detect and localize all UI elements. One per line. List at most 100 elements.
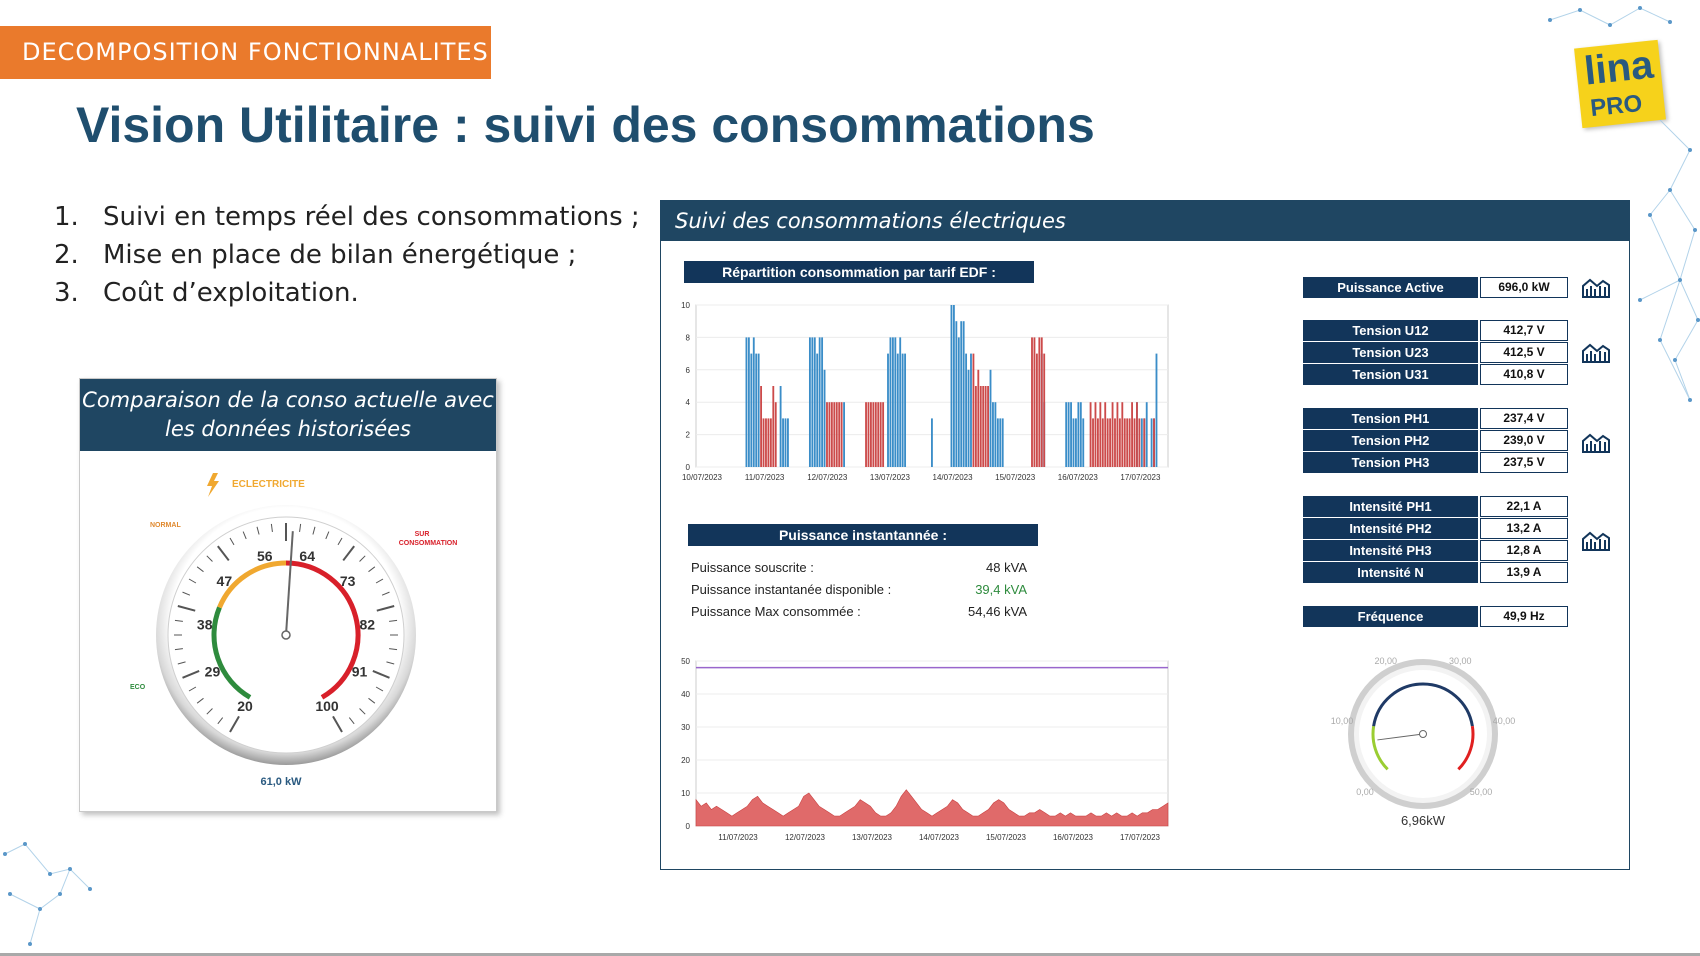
measure-value: 412,5 V	[1480, 342, 1568, 363]
bar-red	[1123, 418, 1126, 467]
bar-red	[1111, 402, 1114, 467]
measure-label: Intensité PH3	[1303, 540, 1478, 561]
gauge-tick-label: 56	[257, 548, 273, 564]
bar-red	[833, 402, 836, 467]
bar-red	[1143, 418, 1146, 467]
gauge-major-tick	[332, 715, 343, 733]
bar-red	[1106, 418, 1109, 467]
bar-red	[1109, 418, 1112, 467]
consumption-gauge: ECLECTRICITE NORMAL ECO SUR CONSOMMATION…	[130, 473, 457, 788]
bar-blue	[965, 353, 968, 467]
bar-red	[1031, 337, 1033, 467]
gauge-minor-tick	[337, 537, 343, 546]
gauge-minor-tick	[348, 717, 355, 725]
gauge-tick-label: 20	[237, 698, 253, 714]
gauge-minor-tick	[359, 708, 366, 715]
bar-chart-y-tick-label: 4	[686, 398, 691, 407]
gauge-minor-tick	[182, 591, 191, 596]
gauge-minor-tick	[312, 526, 316, 535]
bar-red	[1104, 402, 1107, 467]
history-chart-icon[interactable]	[1581, 530, 1611, 552]
bar-blue	[1150, 418, 1153, 467]
bar-red	[1153, 418, 1155, 467]
bar-blue	[752, 337, 755, 467]
gauge-major-tick	[182, 670, 200, 679]
measure-value: 237,4 V	[1480, 408, 1568, 429]
bar-blue	[899, 337, 902, 467]
bar-blue	[757, 353, 760, 467]
bar-red	[984, 386, 987, 467]
bar-red	[977, 369, 980, 467]
list-text: Suivi en temps réel des consommations ;	[103, 202, 640, 232]
measure-value: 237,5 V	[1480, 452, 1568, 473]
small-gauge-zone-red	[1457, 725, 1475, 771]
measure-label: Intensité N	[1303, 562, 1478, 583]
gauge-zone-eco	[211, 606, 252, 700]
measure-label: Tension U12	[1303, 320, 1478, 341]
comparison-panel: Comparaison de la conso actuelle avec le…	[79, 378, 497, 812]
list-number: 3.	[54, 278, 79, 308]
electric-panel-header: Suivi des consommations électriques	[661, 201, 1629, 241]
bar-blue	[891, 337, 894, 467]
bar-red	[1128, 418, 1131, 467]
gauge-tick-label: 100	[315, 698, 339, 714]
history-chart-icon[interactable]	[1581, 277, 1611, 299]
gauge-major-tick	[376, 605, 395, 612]
gauge-minor-tick	[389, 619, 398, 622]
gauge-major-tick	[229, 715, 240, 733]
slide-bottom-border	[0, 953, 1700, 956]
gauge-zone-normal	[217, 560, 287, 609]
bar-red	[979, 386, 982, 467]
bar-blue	[823, 369, 826, 467]
bar-blue	[747, 337, 750, 467]
gauge-minor-tick	[386, 661, 395, 665]
measure-value: 49,9 Hz	[1480, 606, 1568, 627]
instant-row-value: 39,4 kVA	[975, 582, 1027, 597]
small-gauge-tick-label: 40,00	[1493, 716, 1516, 726]
gauge-minor-tick	[196, 566, 204, 573]
gauge-major-tick	[217, 545, 230, 562]
gauge-minor-tick	[206, 708, 213, 715]
gauge-tick-label: 47	[217, 573, 233, 589]
bar-red	[840, 402, 843, 467]
bar-red	[1089, 402, 1092, 467]
bar-red	[1136, 402, 1138, 467]
bar-blue	[1072, 418, 1075, 467]
bar-chart-y-tick-label: 10	[681, 301, 690, 310]
bar-blue	[896, 353, 899, 467]
power-area-series	[695, 789, 1169, 827]
bar-blue	[1140, 418, 1143, 467]
bar-blue	[970, 353, 972, 467]
gauge-minor-tick	[256, 526, 260, 535]
history-chart-icon[interactable]	[1581, 432, 1611, 454]
measure-label: Fréquence	[1303, 606, 1478, 627]
bar-chart-x-tick-label: 16/07/2023	[1058, 473, 1099, 482]
repartition-bar-chart: 0 2 4 6 8 10 10/07/2023 11/07/2023 12/07/2023 13/…	[681, 301, 1169, 482]
bar-blue	[1070, 402, 1072, 467]
bar-blue	[808, 337, 811, 467]
list-number: 2.	[54, 240, 79, 270]
area-chart-y-tick-label: 50	[681, 657, 690, 666]
bar-red	[772, 386, 775, 467]
area-chart-x-tick-label: 16/07/2023	[1053, 833, 1094, 842]
small-gauge-zone-blue	[1372, 682, 1474, 727]
instant-row-value: 48 kVA	[986, 560, 1027, 575]
measure-label: Tension U23	[1303, 342, 1478, 363]
bar-red	[1121, 402, 1124, 467]
bar-blue	[1067, 402, 1070, 467]
bar-blue	[1065, 402, 1068, 467]
bar-blue	[1077, 402, 1080, 467]
gauge-label: ECLECTRICITE	[232, 479, 305, 490]
instant-row-label: Puissance souscrite :	[691, 560, 814, 575]
bar-red	[765, 418, 767, 467]
gauge-minor-tick	[242, 531, 247, 540]
bar-chart-x-tick-label: 14/07/2023	[933, 473, 974, 482]
bar-red	[879, 402, 882, 467]
gauge-tick-label: 64	[299, 548, 315, 564]
bar-red	[762, 418, 765, 467]
bar-blue	[787, 418, 789, 467]
gauge-readout: 61,0 kW	[261, 776, 303, 788]
bar-chart-x-tick-label: 10/07/2023	[682, 473, 723, 482]
history-chart-icon[interactable]	[1581, 342, 1611, 364]
section-tag: DECOMPOSITION FONCTIONNALITES	[0, 26, 491, 79]
